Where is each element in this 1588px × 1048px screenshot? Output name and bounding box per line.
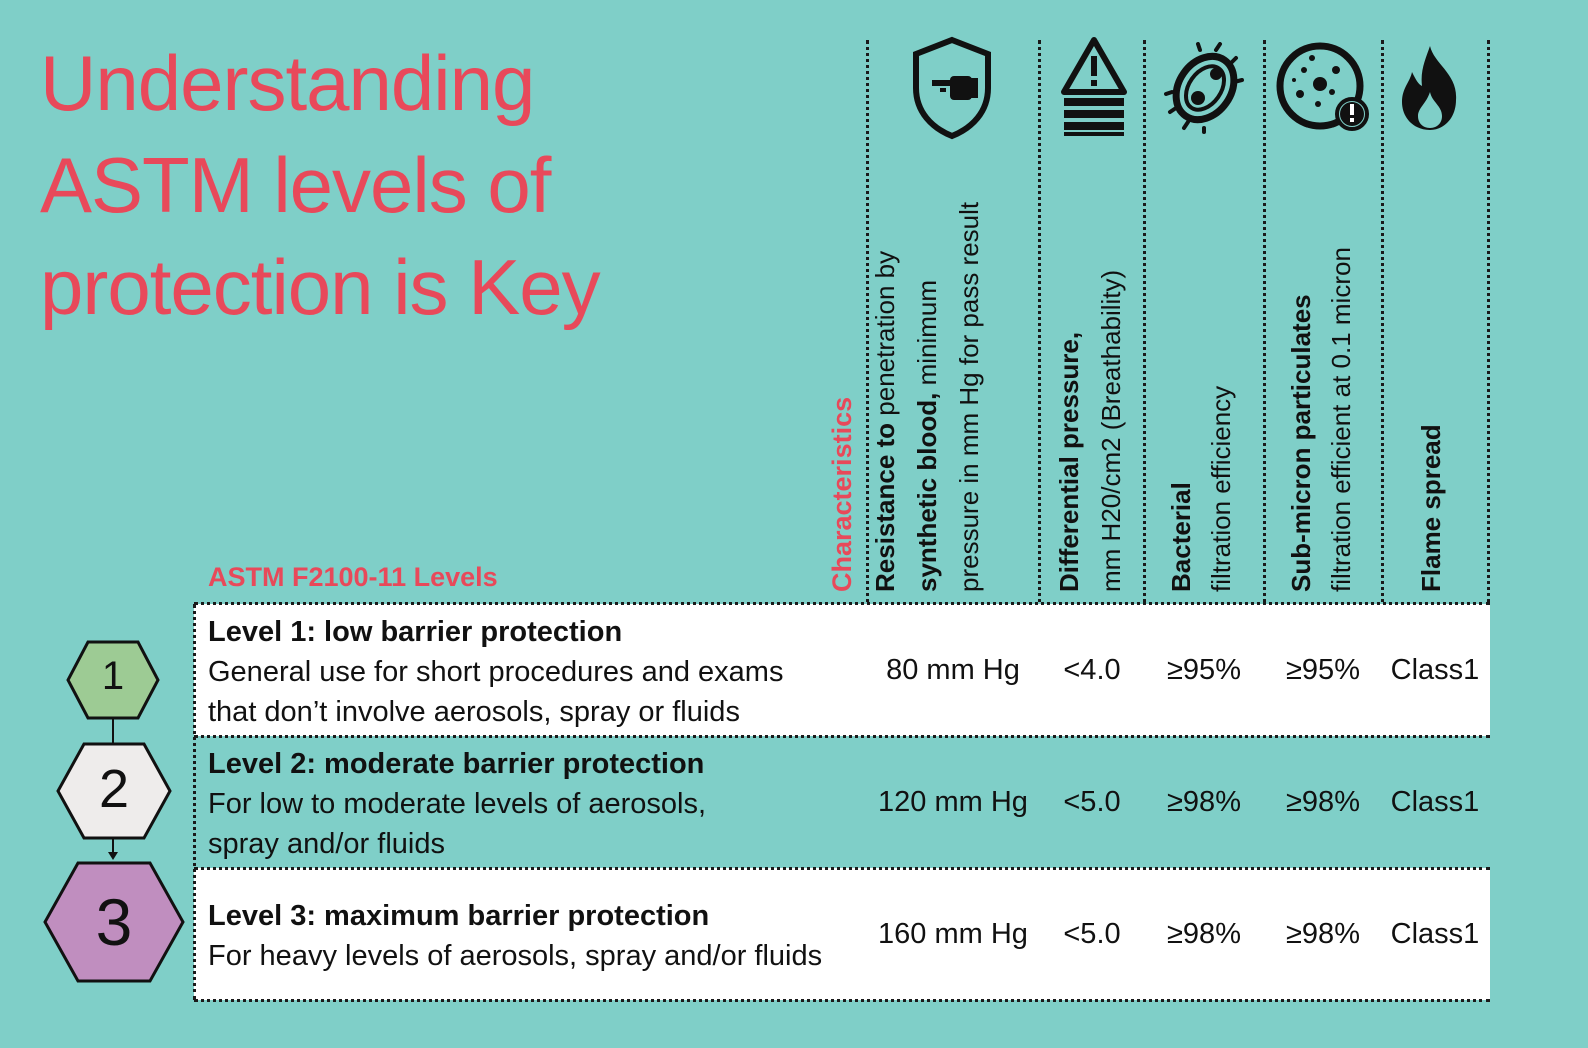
submicron-value: ≥95% xyxy=(1286,654,1360,686)
column-header-bacterial: Bacterial filtration efficiency xyxy=(1166,385,1236,592)
hexagon-shape xyxy=(56,742,172,840)
table-row: Level 1: low barrier protection General … xyxy=(194,604,1490,736)
warning-layers-icon xyxy=(1060,36,1128,144)
level-1-hexagon: 1 xyxy=(66,640,160,720)
flame-icon xyxy=(1398,44,1462,136)
hexagon-shape xyxy=(66,640,160,720)
column-divider xyxy=(1143,40,1146,1000)
blood-value: 120 mm Hg xyxy=(878,786,1028,818)
bacterial-value: ≥95% xyxy=(1167,654,1241,686)
pressure-value: <5.0 xyxy=(1063,918,1121,950)
bacteria-icon xyxy=(1164,42,1246,138)
title-line-2: ASTM levels of xyxy=(40,141,551,229)
level-number: 3 xyxy=(95,885,133,959)
column-header-blood: Resistance to penetration by synthetic b… xyxy=(870,201,984,592)
submicron-value: ≥98% xyxy=(1286,918,1360,950)
submicron-value: ≥98% xyxy=(1286,786,1360,818)
level-3-hexagon: 3 xyxy=(42,860,186,984)
hex-connector xyxy=(112,716,114,746)
level-number: 1 xyxy=(101,654,125,698)
column-header-submicron: Sub-micron particulates filtration effic… xyxy=(1286,247,1356,592)
table-row: Level 3: maximum barrier protection For … xyxy=(194,868,1490,1000)
characteristics-label: Characteristics xyxy=(827,396,857,592)
level-number: 2 xyxy=(98,759,130,819)
row-divider xyxy=(194,867,1490,870)
level-title: Level 1: low barrier protection xyxy=(208,616,623,648)
level-description: that don’t involve aerosols, spray or fl… xyxy=(208,696,740,728)
column-header-pressure: Differential pressure, mm H20/cm2 (Breat… xyxy=(1054,269,1126,592)
level-description: spray and/or fluids xyxy=(208,828,445,860)
title-line-3: protection is Key xyxy=(40,243,601,331)
column-divider xyxy=(1263,40,1266,1000)
pressure-value: <4.0 xyxy=(1063,654,1121,686)
level-2-hexagon: 2 xyxy=(56,742,172,840)
level-description: General use for short procedures and exa… xyxy=(208,656,784,688)
blood-value: 80 mm Hg xyxy=(886,654,1020,686)
level-description: For heavy levels of aerosols, spray and/… xyxy=(208,940,823,972)
flame-value: Class1 xyxy=(1390,654,1480,686)
column-header-flame: Flame spread xyxy=(1416,424,1446,592)
flame-value: Class1 xyxy=(1390,918,1480,950)
level-title: Level 3: maximum barrier protection xyxy=(208,900,710,932)
page-title: Understanding ASTM levels of protection … xyxy=(40,32,660,338)
hexagon-shape xyxy=(43,861,185,983)
column-divider xyxy=(1487,40,1490,1000)
title-line-1: Understanding xyxy=(40,39,535,127)
levels-heading: ASTM F2100-11 Levels xyxy=(208,562,498,592)
hand-shield-icon xyxy=(910,36,994,144)
level-title: Level 2: moderate barrier protection xyxy=(208,748,705,780)
row-divider xyxy=(194,999,1490,1002)
row-divider xyxy=(194,602,1490,605)
table-left-edge xyxy=(193,604,196,1000)
column-divider xyxy=(866,40,869,1000)
bacterial-value: ≥98% xyxy=(1167,786,1241,818)
flame-value: Class1 xyxy=(1390,786,1480,818)
pressure-value: <5.0 xyxy=(1063,786,1121,818)
column-divider xyxy=(1038,40,1041,1000)
bacterial-value: ≥98% xyxy=(1167,918,1241,950)
table-row: Level 2: moderate barrier protection For… xyxy=(194,736,1490,868)
row-divider xyxy=(194,735,1490,738)
particulate-icon xyxy=(1272,40,1372,140)
column-divider xyxy=(1381,40,1384,1000)
level-description: For low to moderate levels of aerosols, xyxy=(208,788,707,820)
blood-value: 160 mm Hg xyxy=(878,918,1028,950)
